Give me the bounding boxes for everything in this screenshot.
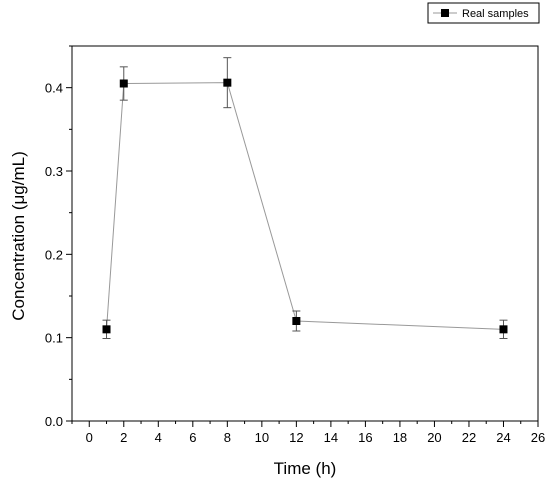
series-line [106,82,504,330]
x-tick-label: 0 [86,430,93,445]
x-tick-label: 24 [496,430,510,445]
x-axis-title: Time (h) [274,459,337,478]
x-tick-label: 4 [155,430,162,445]
x-tick-label: 16 [358,430,372,445]
plot-area [102,57,508,339]
legend-marker [441,9,449,17]
y-tick-label: 0.4 [45,81,63,96]
x-tick-label: 6 [189,430,196,445]
y-axis-title: Concentration (μg/mL) [9,151,28,320]
x-tick-label: 18 [393,430,407,445]
data-point [292,317,301,325]
legend-box [427,2,540,24]
data-point [499,325,508,334]
y-tick-label: 0.2 [45,247,63,262]
legend-label: Real samples [462,8,529,20]
x-tick-label: 26 [531,430,545,445]
x-tick-label: 8 [224,430,231,445]
axes: 0 2 4 6 8 10 12 14 16 18 20 22 24 260.00.10.20.30.4 [45,45,545,445]
legend: Real samples [427,2,540,24]
x-tick-label: 22 [462,430,476,445]
data-point [223,78,232,87]
y-tick-label: 0.0 [45,414,63,429]
x-tick-label: 20 [427,430,441,445]
plot-frame [71,45,539,422]
data-point [102,325,111,334]
y-tick-label: 0.1 [45,331,63,346]
data-point [119,79,128,88]
x-tick-label: 10 [255,430,269,445]
x-tick-label: 14 [324,430,338,445]
x-tick-label: 2 [120,430,127,445]
x-tick-label: 12 [289,430,303,445]
y-tick-label: 0.3 [45,164,63,179]
